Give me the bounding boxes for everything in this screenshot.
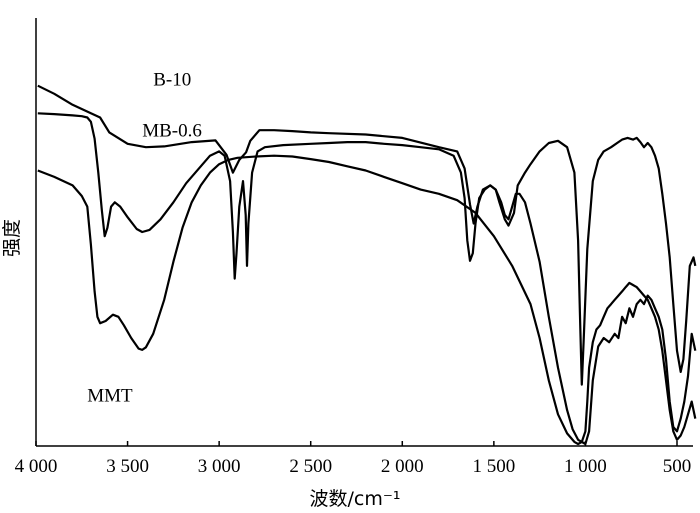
- x-tick-label: 3 500: [106, 456, 149, 477]
- y-axis-title: 强度: [1, 219, 23, 257]
- x-tick-label: 2 000: [381, 456, 424, 477]
- series-label-b-10: B-10: [153, 70, 191, 91]
- x-ticks: 4 000 3 500 3 000 2 500 2 000 1 500 1 000 500: [15, 441, 692, 477]
- series-group: [37, 84, 697, 446]
- x-tick-label: 500: [663, 456, 692, 477]
- series-line-mb-0.6: [37, 112, 697, 446]
- series-labels: B-10 MB-0.6 MMT: [87, 70, 202, 407]
- series-line-mmt: [37, 154, 697, 446]
- x-tick-label: 1 500: [472, 456, 515, 477]
- x-tick-label: 2 500: [289, 456, 332, 477]
- x-tick-label: 1 000: [564, 456, 607, 477]
- series-label-mmt: MMT: [87, 386, 133, 407]
- x-tick-label: 4 000: [15, 456, 58, 477]
- x-tick-label: 3 000: [198, 456, 241, 477]
- x-axis-title: 波数/cm⁻¹: [309, 488, 400, 510]
- series-line-b-10: [37, 84, 697, 386]
- axes: [35, 18, 693, 447]
- series-label-mb-0.6: MB-0.6: [142, 121, 202, 142]
